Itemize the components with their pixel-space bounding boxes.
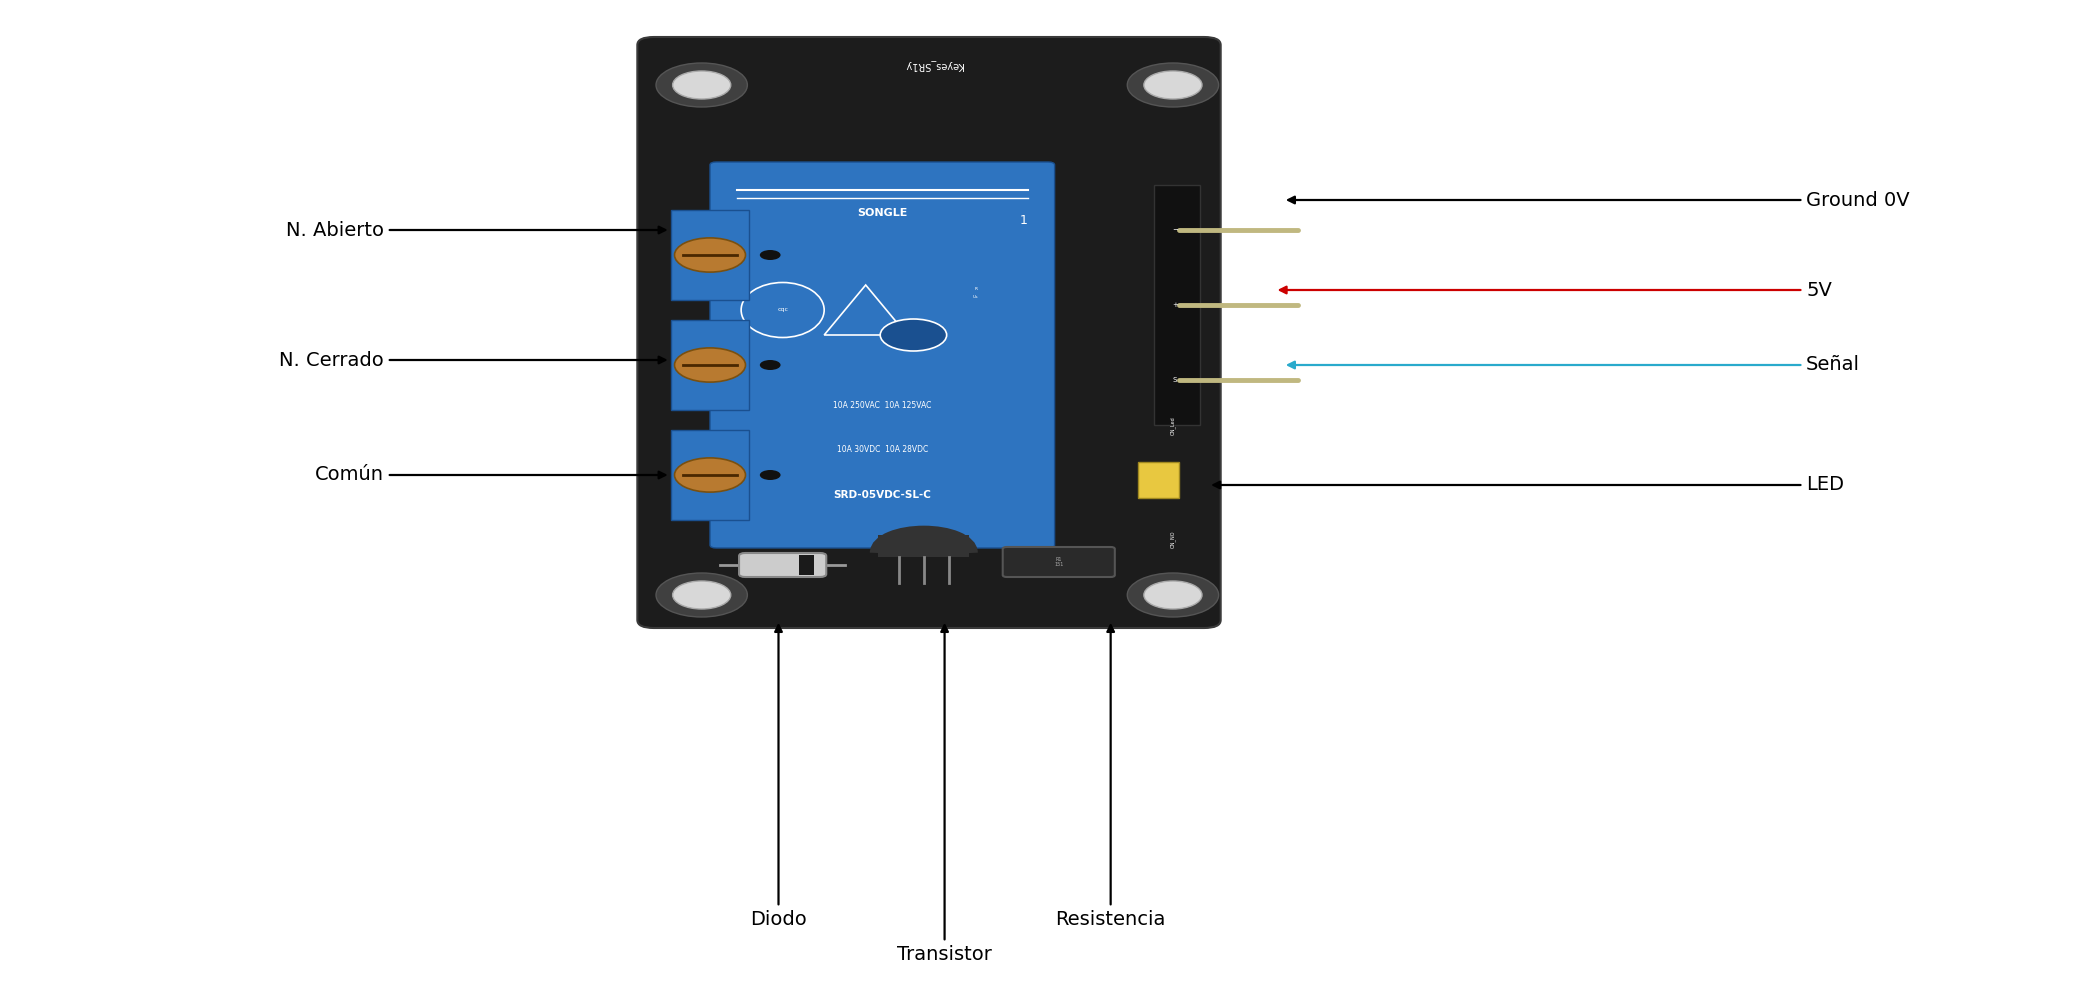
Circle shape: [1127, 63, 1219, 107]
Circle shape: [656, 573, 747, 617]
Text: Señal: Señal: [1289, 356, 1860, 374]
Bar: [671, 210, 749, 300]
Text: N. Cerrado: N. Cerrado: [280, 351, 664, 369]
Text: LED: LED: [1214, 476, 1843, 494]
Circle shape: [673, 71, 731, 99]
Text: cqc: cqc: [776, 308, 789, 312]
Circle shape: [675, 458, 745, 492]
Text: Ground 0V: Ground 0V: [1289, 190, 1910, 210]
Circle shape: [1144, 581, 1202, 609]
Text: 10A 250VAC  10A 125VAC: 10A 250VAC 10A 125VAC: [832, 400, 932, 410]
Text: 10A 30VDC  10A 28VDC: 10A 30VDC 10A 28VDC: [837, 446, 928, 454]
Bar: [878, 535, 969, 557]
Circle shape: [1144, 71, 1202, 99]
Circle shape: [760, 470, 781, 480]
Circle shape: [656, 63, 747, 107]
Text: Diodo: Diodo: [749, 625, 808, 929]
FancyBboxPatch shape: [739, 553, 826, 577]
Text: Resistencia: Resistencia: [1055, 625, 1167, 929]
Text: S: S: [1173, 377, 1177, 383]
Circle shape: [675, 348, 745, 382]
Text: −: −: [1173, 227, 1177, 233]
Bar: [1154, 185, 1200, 425]
FancyBboxPatch shape: [637, 37, 1221, 628]
Text: SONGLE: SONGLE: [857, 208, 907, 218]
Bar: [671, 320, 749, 410]
Circle shape: [880, 319, 947, 351]
Text: +: +: [1173, 302, 1177, 308]
Circle shape: [760, 360, 781, 370]
FancyBboxPatch shape: [1003, 547, 1115, 577]
Text: ON_Led: ON_Led: [1171, 416, 1175, 435]
Text: ᴿ
ᵁˢ: ᴿ ᵁˢ: [974, 288, 978, 302]
Circle shape: [675, 238, 745, 272]
Text: R1
151: R1 151: [1055, 557, 1063, 567]
Text: N. Abierto: N. Abierto: [286, 221, 664, 239]
Text: 1: 1: [1019, 214, 1028, 227]
Bar: [1138, 462, 1179, 498]
Text: ON_NO: ON_NO: [1171, 530, 1175, 547]
Text: SRD-05VDC-SL-C: SRD-05VDC-SL-C: [832, 490, 932, 500]
Text: Keyes_SR1y: Keyes_SR1y: [905, 60, 963, 70]
FancyBboxPatch shape: [710, 162, 1055, 548]
Circle shape: [1127, 573, 1219, 617]
Circle shape: [760, 250, 781, 260]
Bar: [671, 430, 749, 520]
Bar: [799, 555, 814, 575]
Text: Transistor: Transistor: [897, 625, 992, 964]
Text: 5V: 5V: [1281, 280, 1831, 300]
Circle shape: [673, 581, 731, 609]
Text: Común: Común: [316, 466, 664, 485]
